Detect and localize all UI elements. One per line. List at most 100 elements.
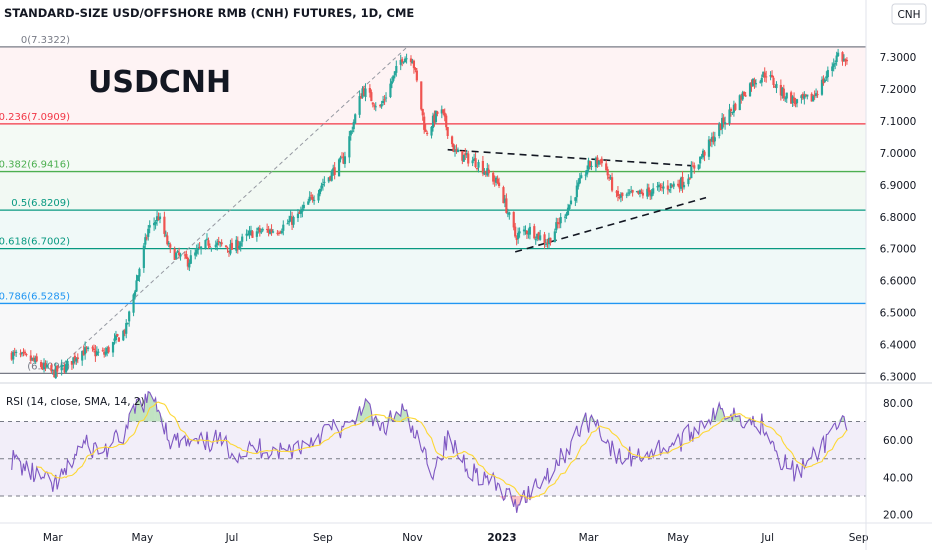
candle-body <box>125 322 128 334</box>
candle-body <box>740 96 743 100</box>
fib-band <box>0 210 866 249</box>
candle-body <box>687 178 690 185</box>
candle-body <box>424 129 427 132</box>
candle-body <box>351 130 354 132</box>
candle-body <box>217 240 220 243</box>
candle-body <box>578 177 581 184</box>
candle-body <box>608 176 611 179</box>
candle-body <box>154 222 157 225</box>
candle-body <box>166 235 169 245</box>
candle-body <box>751 78 755 86</box>
candle-body <box>512 211 515 228</box>
candle-body <box>76 357 79 360</box>
candle-body <box>784 98 787 100</box>
candle-body <box>524 230 527 232</box>
candle-body <box>126 322 129 324</box>
candle-body <box>734 103 737 110</box>
price-tick-label: 7.0000 <box>880 148 917 160</box>
candle-body <box>224 245 228 248</box>
candle-body <box>198 246 201 248</box>
candle-body <box>475 167 479 169</box>
candle-body <box>697 164 700 170</box>
candle-body <box>255 231 258 237</box>
candle-body <box>271 231 275 233</box>
candle-body <box>587 160 590 170</box>
candle-body <box>44 363 47 368</box>
candle-body <box>610 177 614 191</box>
candle-body <box>395 65 398 73</box>
candle-body <box>508 212 511 215</box>
candle-body <box>537 232 540 240</box>
currency-button[interactable]: CNH <box>891 3 927 25</box>
time-tick-label: May <box>667 532 689 544</box>
candle-body <box>107 347 110 353</box>
price-axis[interactable]: 7.3000 7.2000 7.1000 7.0000 6.9000 6.8000 6.70… <box>880 52 917 383</box>
candle-body <box>586 170 589 175</box>
candle-body <box>22 351 25 353</box>
candle-body <box>627 192 630 194</box>
rsi-line <box>11 390 848 513</box>
price-tick-label: 6.6000 <box>880 276 917 288</box>
candle-body <box>258 228 261 233</box>
rsi-panel: 80.00 60.00 40.00 20.00 <box>0 390 913 522</box>
candle-body <box>533 226 536 239</box>
candle-body <box>371 102 374 105</box>
price-tick-label: 7.1000 <box>880 116 917 128</box>
time-tick-label: Nov <box>402 532 423 544</box>
candle-body <box>450 136 454 145</box>
candle-body <box>762 71 765 78</box>
candle-body <box>649 190 652 196</box>
candle-body <box>321 183 325 186</box>
candle-body <box>631 190 634 193</box>
candle-body <box>606 169 609 176</box>
candle-body <box>445 115 448 128</box>
candle-body <box>390 81 394 84</box>
candle-body <box>707 139 711 157</box>
candle-body <box>549 237 552 243</box>
rsi-title: RSI (14, close, SMA, 14, 2) <box>6 396 145 408</box>
rsi-overbought-fill <box>137 398 140 422</box>
candle-body <box>50 365 53 372</box>
candle-body <box>86 347 90 350</box>
candle-body <box>63 366 66 373</box>
candle-body <box>616 190 620 197</box>
candle-body <box>92 348 96 351</box>
candle-body <box>117 337 120 342</box>
candle-body <box>368 87 371 93</box>
candle-body <box>547 237 551 245</box>
candle-body <box>332 168 335 172</box>
candle-body <box>19 353 22 355</box>
candle-body <box>443 112 446 117</box>
time-axis[interactable]: Mar May Jul Sep Nov 2023 Mar May Jul Sep <box>43 532 869 544</box>
fib-level-label: 0.236(7.0909) <box>0 112 70 123</box>
candle-body <box>722 117 725 123</box>
candle-body <box>800 95 803 99</box>
candle-body <box>308 196 311 201</box>
candle-body <box>638 190 642 194</box>
candle-body <box>147 228 150 237</box>
candle-body <box>514 226 517 237</box>
rsi-oversold-fill <box>518 495 520 505</box>
fib-level-label: 0.786(6.5285) <box>0 291 70 302</box>
candle-body <box>732 104 735 113</box>
candle-body <box>379 105 382 107</box>
candle-body <box>436 111 439 114</box>
candle-body <box>472 158 476 161</box>
candle-body <box>518 231 521 234</box>
candle-body <box>668 189 671 191</box>
candle-body <box>481 160 485 174</box>
fib-level-label: 0(7.3322) <box>21 35 70 46</box>
price-tick-label: 6.8000 <box>880 212 917 224</box>
candle-body <box>359 96 363 99</box>
time-tick-label: Jul <box>760 532 774 544</box>
candle-body <box>816 94 819 96</box>
candle-body <box>340 156 344 158</box>
candle-body <box>492 172 495 182</box>
candle-body <box>792 97 796 102</box>
candle-body <box>795 99 799 104</box>
candle-body <box>298 212 301 214</box>
candle-body <box>575 185 578 198</box>
candle-body <box>528 226 531 235</box>
candle-body <box>64 364 68 373</box>
candle-body <box>72 357 75 364</box>
